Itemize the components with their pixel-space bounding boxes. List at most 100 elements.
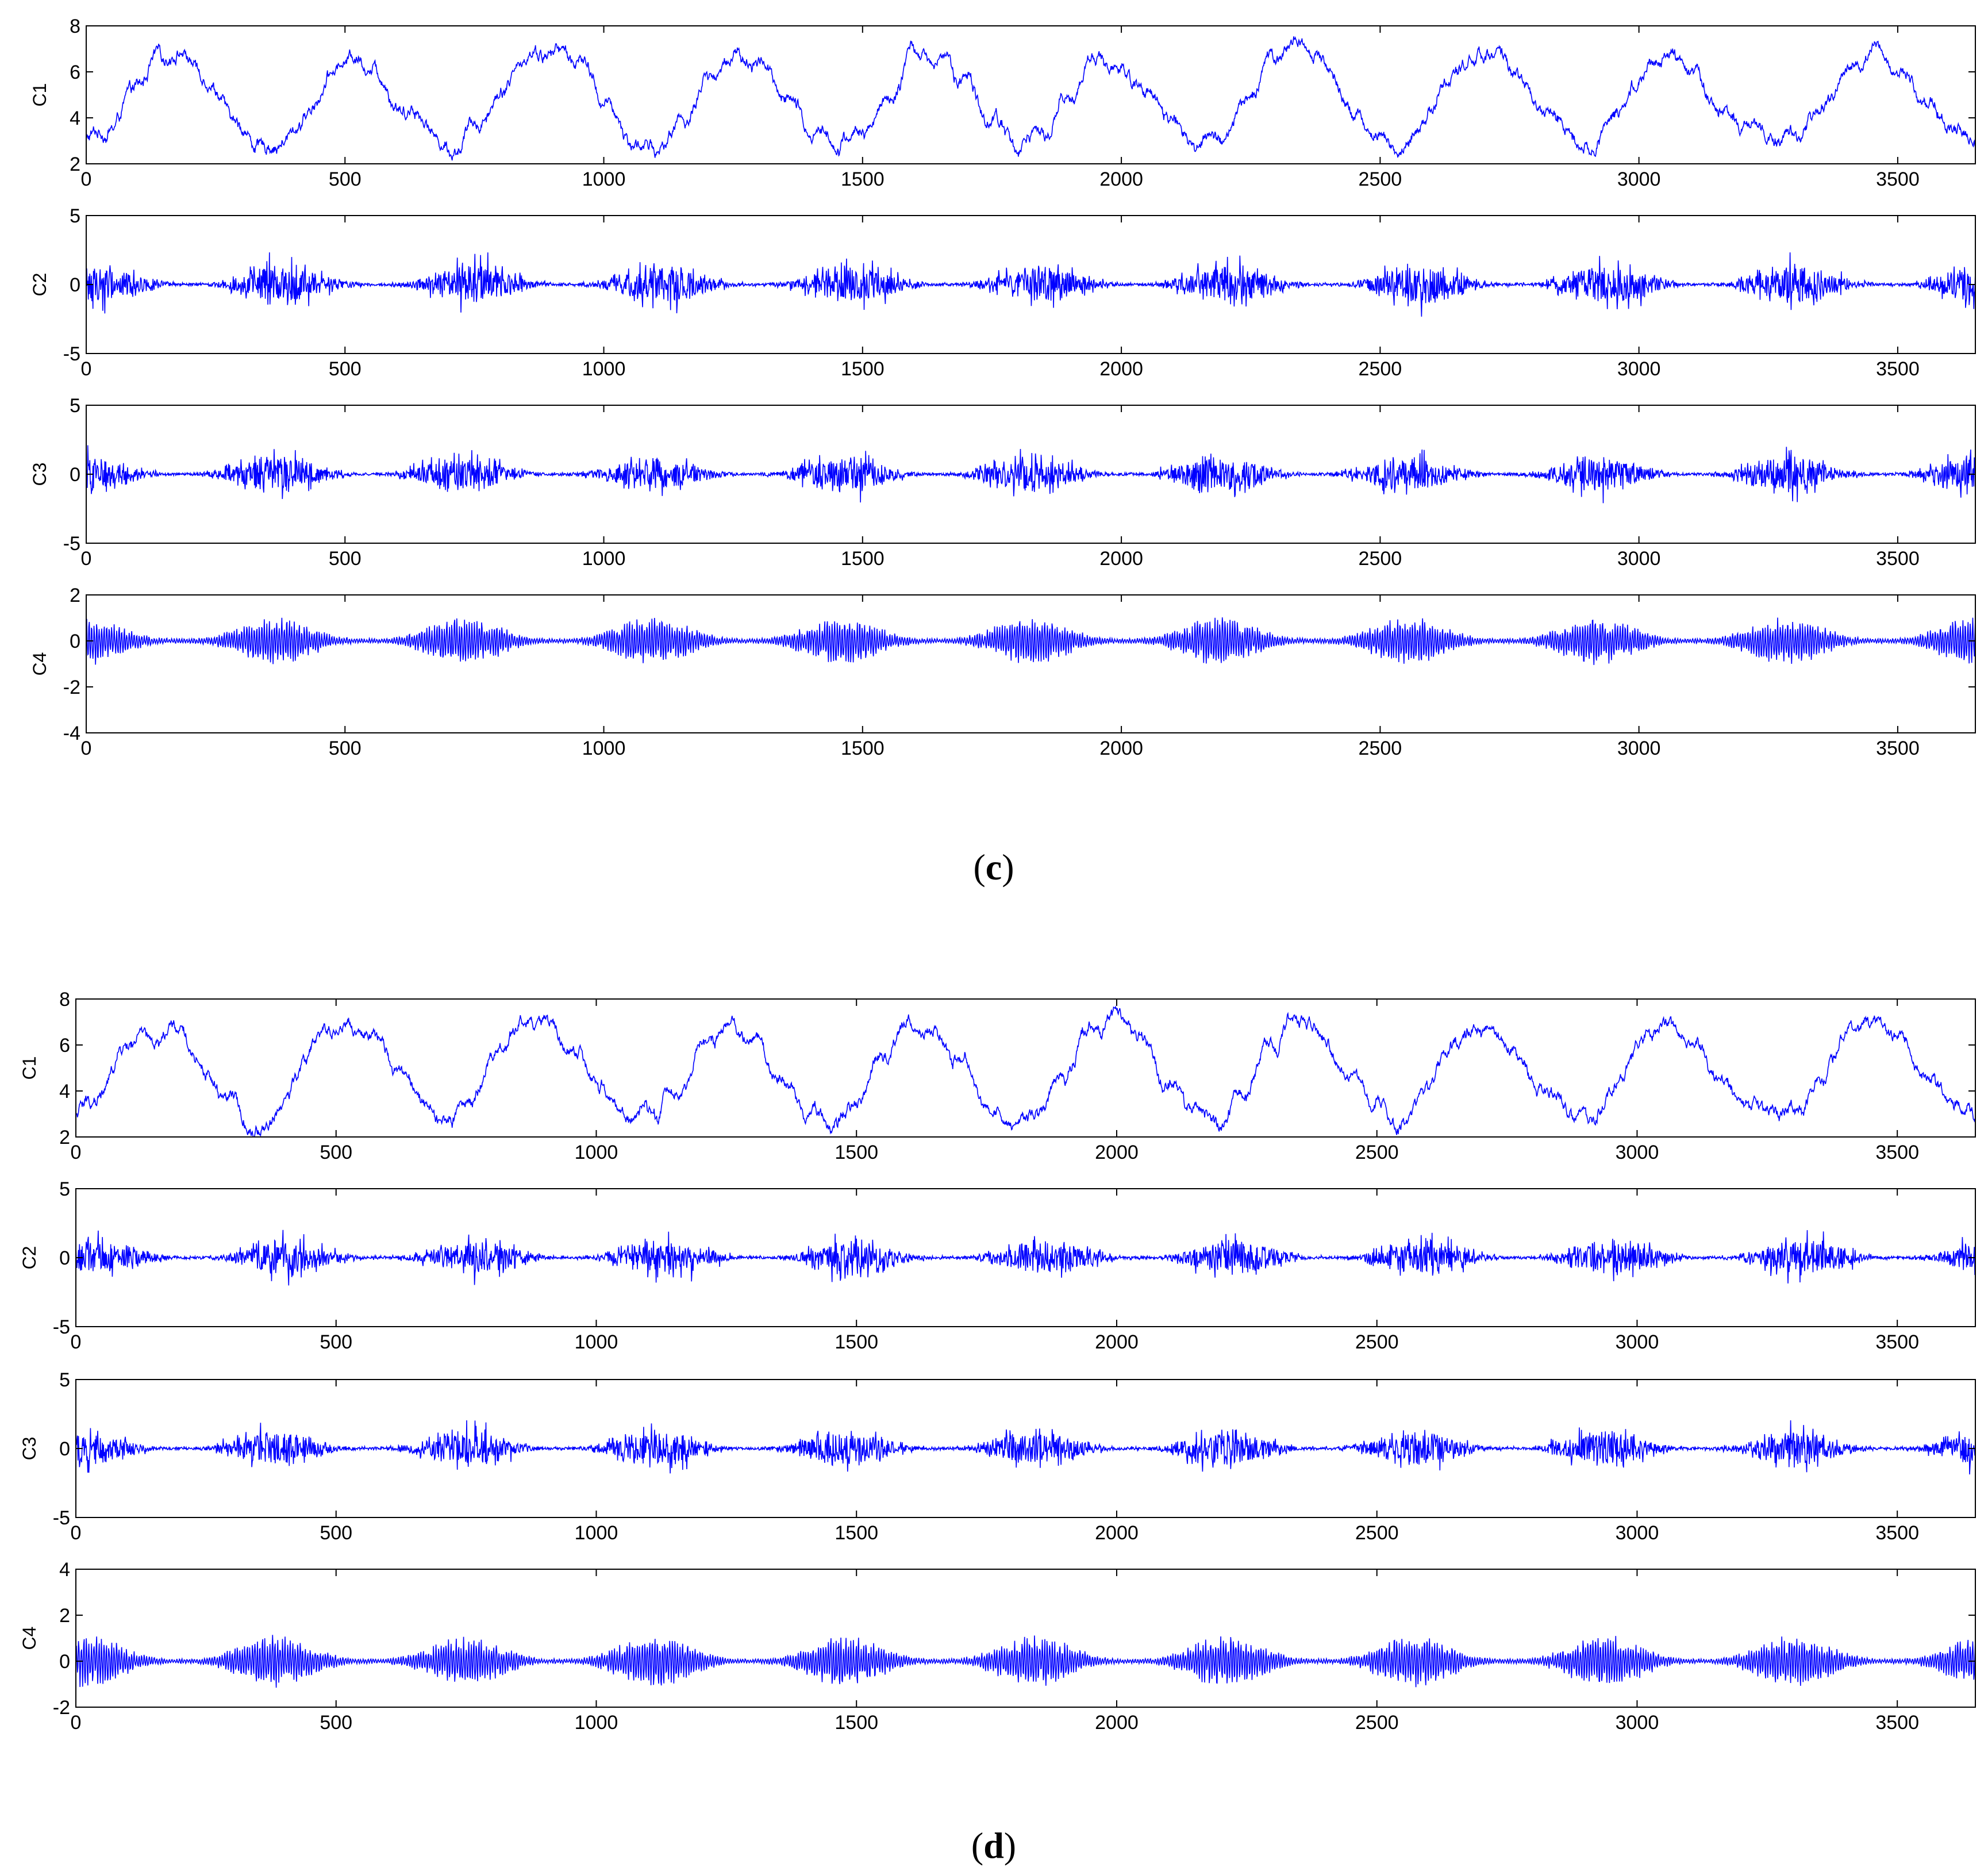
y-tick-label: -5	[53, 1507, 70, 1529]
series-line-d-c2	[76, 1229, 1975, 1286]
x-tick-label: 1500	[835, 1331, 878, 1353]
y-tick-label: 6	[70, 62, 80, 83]
y-axis-label: C4	[29, 652, 50, 676]
x-tick-label: 3500	[1875, 1522, 1919, 1544]
y-tick-label: 4	[59, 1081, 70, 1102]
caption-c: (c)	[973, 847, 1014, 887]
y-tick-label: 0	[70, 274, 80, 296]
y-tick-label: 5	[70, 205, 80, 227]
x-tick-label: 500	[329, 168, 362, 190]
x-tick-label: 0	[81, 548, 92, 570]
x-tick-label: 1000	[582, 168, 626, 190]
series-line-d-c1	[76, 1005, 1975, 1137]
x-tick-label: 2500	[1355, 1142, 1399, 1163]
axes-box	[75, 1569, 1976, 1708]
y-tick-label: 0	[59, 1651, 70, 1673]
x-tick-label: 3000	[1617, 737, 1661, 759]
x-tick-label: 2500	[1359, 168, 1402, 190]
axes-box	[86, 594, 1976, 733]
y-tick-label: 4	[59, 1559, 70, 1581]
x-tick-label: 2000	[1099, 548, 1143, 570]
caption-c-letter: c	[986, 847, 1002, 887]
x-tick-label: 500	[320, 1712, 352, 1734]
series-line-d-c3	[76, 1420, 1975, 1475]
x-tick-label: 2500	[1359, 737, 1402, 759]
y-tick-label: 5	[59, 1369, 70, 1391]
y-tick-label: -2	[63, 677, 80, 698]
x-tick-label: 2500	[1355, 1522, 1399, 1544]
x-tick-label: 2000	[1099, 358, 1143, 380]
x-tick-label: 1000	[575, 1712, 618, 1734]
x-tick-label: 3500	[1875, 1712, 1919, 1734]
y-tick-label: -5	[53, 1316, 70, 1338]
y-tick-label: -4	[63, 723, 80, 744]
y-tick-label: -5	[63, 343, 80, 365]
y-axis-label: C2	[19, 1246, 40, 1270]
x-tick-label: 3000	[1616, 1522, 1659, 1544]
y-tick-label: 5	[59, 1178, 70, 1200]
x-tick-label: 3000	[1616, 1142, 1659, 1163]
y-axis-label: C1	[19, 1056, 40, 1080]
x-tick-label: 0	[71, 1331, 82, 1353]
x-tick-label: 3500	[1875, 1142, 1919, 1163]
y-tick-label: 5	[70, 395, 80, 417]
y-tick-label: 2	[70, 585, 80, 606]
x-tick-label: 500	[320, 1331, 352, 1353]
x-tick-label: 1000	[575, 1522, 618, 1544]
x-tick-label: 1000	[575, 1331, 618, 1353]
series-line-c-c1	[86, 36, 1975, 161]
x-tick-label: 1500	[841, 358, 885, 380]
x-tick-label: 0	[71, 1522, 82, 1544]
x-tick-label: 500	[320, 1522, 352, 1544]
panel-d-c1: 0 500 1000 1500 2000 2500 3000 3500 2 4 6 8 C1	[19, 989, 1976, 1163]
x-tick-label: 1500	[841, 548, 885, 570]
x-tick-label: 3000	[1617, 168, 1661, 190]
y-tick-label: 2	[59, 1127, 70, 1148]
x-tick-label: 3500	[1876, 168, 1920, 190]
y-tick-label: 4	[70, 107, 80, 129]
y-tick-label: 0	[59, 1438, 70, 1460]
x-tick-label: 500	[329, 358, 362, 380]
y-tick-label: 0	[70, 631, 80, 652]
x-tick-label: 3500	[1876, 737, 1920, 759]
x-tick-label: 1000	[582, 548, 626, 570]
x-tick-label: 0	[71, 1142, 82, 1163]
y-axis-label: C4	[19, 1627, 40, 1650]
x-tick-label: 1500	[841, 168, 885, 190]
x-tick-label: 2500	[1359, 358, 1402, 380]
y-tick-label: 8	[59, 989, 70, 1010]
x-tick-label: 3500	[1876, 548, 1920, 570]
x-tick-label: 2500	[1359, 548, 1402, 570]
x-tick-label: 1000	[575, 1142, 618, 1163]
x-tick-label: 2000	[1095, 1331, 1139, 1353]
caption-d-letter: d	[983, 1825, 1004, 1866]
x-tick-label: 1500	[835, 1712, 878, 1734]
series-line-c-c3	[86, 445, 1975, 504]
y-tick-label: 0	[59, 1247, 70, 1269]
x-tick-label: 1500	[841, 737, 885, 759]
y-tick-label: 2	[59, 1605, 70, 1627]
y-tick-label: 0	[70, 464, 80, 486]
axes-box	[86, 25, 1976, 164]
panel-c-c1: 0 500 1000 1500 2000 2500 3000 3500 2 4 6 8 C1	[29, 16, 1976, 190]
x-tick-label: 3500	[1875, 1331, 1919, 1353]
x-tick-label: 0	[71, 1712, 82, 1734]
x-tick-label: 3500	[1876, 358, 1920, 380]
x-tick-label: 3000	[1616, 1712, 1659, 1734]
x-tick-label: 2500	[1355, 1331, 1399, 1353]
x-tick-label: 2000	[1095, 1142, 1139, 1163]
y-tick-label: -2	[53, 1697, 70, 1719]
panel-c-c4: 0 500 1000 1500 2000 2500 3000 3500 -4 -2 0 2 C4	[29, 585, 1976, 759]
x-tick-label: 1000	[582, 737, 626, 759]
x-tick-label: 2000	[1099, 168, 1143, 190]
x-tick-label: 2000	[1095, 1522, 1139, 1544]
x-tick-label: 1500	[835, 1522, 878, 1544]
x-tick-label: 500	[329, 737, 362, 759]
x-tick-label: 1000	[582, 358, 626, 380]
series-line-c-c2	[86, 252, 1975, 317]
